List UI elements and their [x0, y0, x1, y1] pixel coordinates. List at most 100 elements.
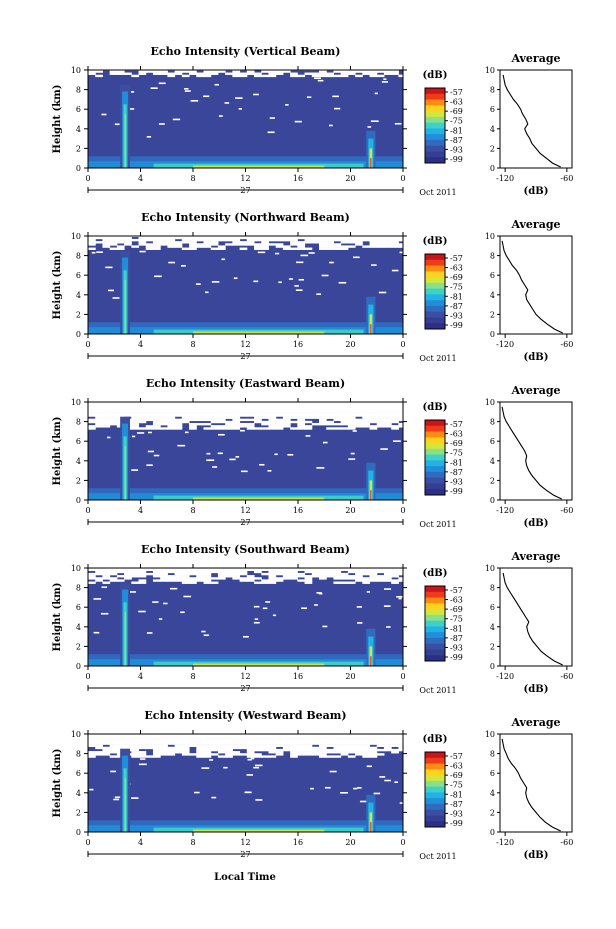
no-echo-cell	[317, 79, 324, 82]
no-echo-cell	[246, 579, 255, 582]
no-echo-cell	[326, 751, 334, 754]
no-echo-cell	[383, 740, 392, 743]
no-echo-cell	[102, 236, 111, 240]
x-tick-label: 12	[240, 506, 250, 515]
no-echo-cell	[96, 251, 103, 253]
no-echo-cell	[261, 427, 269, 430]
no-echo-cell	[145, 418, 154, 422]
no-echo-cell	[181, 746, 190, 750]
colorbar-tick-label: -87	[450, 136, 463, 145]
no-echo-cell	[304, 746, 313, 750]
colorbar-tick-label: -87	[450, 302, 463, 311]
average-x-tick-label: -60	[560, 672, 573, 681]
no-echo-cell	[391, 243, 399, 246]
no-echo-cell	[109, 422, 118, 426]
no-echo-cell	[311, 735, 320, 739]
no-echo-cell	[376, 733, 385, 737]
no-echo-cell	[254, 764, 263, 767]
no-echo-cell	[95, 425, 103, 428]
colorbar-segment	[425, 282, 445, 290]
no-echo-cell	[88, 740, 96, 743]
no-echo-cell	[225, 572, 233, 576]
no-echo-cell	[391, 572, 399, 576]
no-echo-cell	[203, 74, 212, 78]
no-echo-cell	[340, 422, 349, 426]
date-label: Oct 2011	[419, 354, 456, 363]
no-echo-cell	[261, 401, 269, 404]
x-tick-label: 8	[190, 672, 195, 681]
no-echo-cell	[340, 412, 349, 415]
colorbar-tick-label: -57	[450, 254, 463, 263]
no-echo-cell	[304, 753, 313, 756]
no-echo-cell	[242, 635, 249, 638]
no-echo-cell	[152, 418, 161, 422]
no-echo-cell	[160, 414, 168, 417]
no-echo-cell	[95, 742, 103, 745]
no-echo-cell	[88, 572, 96, 576]
no-echo-cell	[217, 420, 226, 424]
no-echo-cell	[326, 72, 334, 75]
no-echo-cell	[88, 236, 96, 240]
no-echo-cell	[362, 414, 371, 417]
no-echo-cell	[262, 607, 268, 610]
no-echo-cell	[319, 247, 327, 250]
no-echo-cell	[347, 748, 356, 752]
no-echo-cell	[369, 420, 378, 424]
colorbar-tick-label: -75	[450, 117, 463, 126]
no-echo-cell	[326, 245, 334, 248]
no-echo-cell	[174, 570, 183, 574]
no-echo-cell	[109, 420, 118, 424]
colorbar-tick-label: -63	[450, 596, 463, 605]
no-echo-cell	[189, 579, 197, 582]
no-echo-cell	[347, 568, 356, 571]
no-echo-cell	[210, 247, 219, 250]
colorbar-segment	[425, 254, 445, 261]
y-tick-label: 2	[76, 642, 81, 651]
no-echo-cell	[376, 570, 385, 574]
no-echo-cell	[297, 414, 306, 417]
no-echo-cell	[138, 755, 147, 758]
no-echo-cell	[254, 238, 262, 242]
no-echo-cell	[152, 68, 161, 71]
date-label: Oct 2011	[419, 520, 456, 529]
no-echo-cell	[340, 744, 349, 747]
no-echo-cell	[304, 403, 313, 406]
no-echo-cell	[167, 753, 176, 756]
no-echo-cell	[246, 733, 255, 737]
no-echo-cell	[124, 403, 132, 406]
no-echo-cell	[181, 410, 190, 413]
date-label: Oct 2011	[419, 188, 456, 197]
no-echo-cell	[109, 579, 118, 582]
no-echo-cell	[326, 416, 334, 419]
no-echo-cell	[332, 95, 339, 98]
no-echo-cell	[152, 401, 161, 404]
no-echo-cell	[152, 744, 161, 747]
no-echo-cell	[398, 733, 407, 737]
no-echo-cell	[138, 418, 147, 422]
x-tick-label: 12	[240, 672, 250, 681]
no-echo-cell	[319, 72, 327, 75]
no-echo-cell	[152, 735, 161, 739]
colorbar-unit: (dB)	[423, 402, 448, 413]
no-echo-cell	[275, 243, 284, 246]
no-echo-cell	[88, 243, 96, 246]
no-echo-cell	[275, 738, 284, 741]
no-echo-cell	[109, 412, 118, 415]
no-echo-cell	[369, 74, 378, 78]
no-echo-cell	[297, 243, 306, 246]
no-echo-cell	[107, 436, 111, 439]
no-echo-cell	[138, 735, 147, 739]
no-echo-cell	[261, 74, 269, 78]
no-echo-cell	[261, 68, 269, 71]
no-echo-cell	[246, 410, 255, 413]
no-echo-cell	[254, 72, 262, 75]
average-y-tick-label: 6	[490, 769, 495, 778]
no-echo-cell	[95, 738, 103, 741]
no-echo-cell	[160, 420, 168, 424]
x-tick-label: 8	[190, 838, 195, 847]
no-echo-cell	[116, 570, 125, 574]
average-profile-line	[501, 738, 561, 832]
no-echo-cell	[261, 742, 269, 745]
no-echo-cell	[203, 570, 212, 574]
no-echo-cell	[355, 568, 363, 571]
